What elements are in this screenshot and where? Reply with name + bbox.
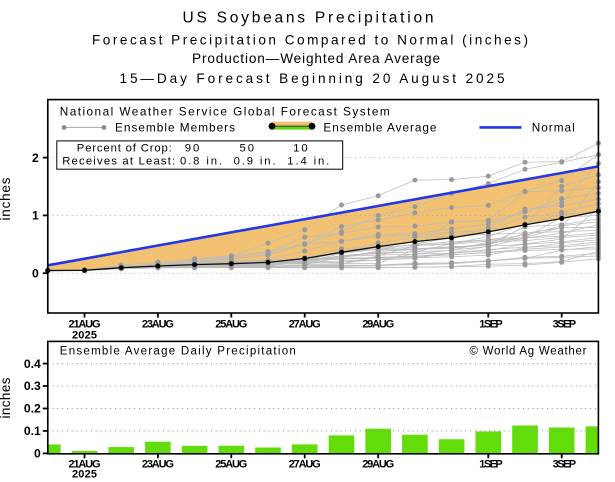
svg-text:1: 1 bbox=[32, 209, 39, 223]
svg-text:2025: 2025 bbox=[72, 468, 97, 480]
svg-text:National Weather Service Globa: National Weather Service Global Forecast… bbox=[60, 105, 390, 119]
svg-text:0.9 in.: 0.9 in. bbox=[234, 155, 276, 167]
svg-text:US Soybeans Precipitation: US Soybeans Precipitation bbox=[183, 10, 434, 27]
svg-text:Receives at Least:: Receives at Least: bbox=[62, 155, 175, 167]
svg-text:23AUG: 23AUG bbox=[142, 319, 174, 331]
svg-text:25AUG: 25AUG bbox=[215, 459, 247, 471]
svg-text:23AUG: 23AUG bbox=[142, 459, 174, 471]
svg-text:Ensemble Members: Ensemble Members bbox=[115, 121, 235, 135]
svg-text:3SEP: 3SEP bbox=[553, 459, 577, 471]
svg-text:Normal: Normal bbox=[532, 121, 575, 135]
svg-text:25AUG: 25AUG bbox=[215, 319, 247, 331]
svg-text:29AUG: 29AUG bbox=[362, 319, 394, 331]
svg-text:21AUG: 21AUG bbox=[69, 459, 101, 471]
svg-text:Forecast Precipitation Compare: Forecast Precipitation Compared to Norma… bbox=[92, 32, 528, 47]
svg-text:© World Ag Weather: © World Ag Weather bbox=[470, 346, 587, 358]
svg-text:1SEP: 1SEP bbox=[479, 319, 503, 331]
svg-text:0.1: 0.1 bbox=[24, 424, 41, 438]
svg-text:21AUG: 21AUG bbox=[69, 319, 101, 331]
svg-text:inches: inches bbox=[0, 377, 13, 418]
svg-text:0: 0 bbox=[32, 266, 39, 280]
svg-text:2025: 2025 bbox=[72, 330, 97, 342]
svg-text:3SEP: 3SEP bbox=[553, 319, 577, 331]
svg-text:2: 2 bbox=[32, 151, 39, 165]
svg-text:Ensemble Average: Ensemble Average bbox=[323, 121, 436, 135]
svg-text:Percent of Crop:: Percent of Crop: bbox=[77, 143, 172, 155]
svg-text:90: 90 bbox=[185, 143, 200, 155]
svg-text:inches: inches bbox=[0, 177, 13, 220]
svg-text:50: 50 bbox=[240, 143, 255, 155]
svg-text:1.4 in.: 1.4 in. bbox=[287, 155, 329, 167]
svg-text:27AUG: 27AUG bbox=[289, 459, 321, 471]
svg-text:27AUG: 27AUG bbox=[289, 319, 321, 331]
svg-text:0: 0 bbox=[34, 447, 41, 461]
svg-text:0.4: 0.4 bbox=[24, 357, 41, 371]
svg-text:Ensemble Average Daily Precipi: Ensemble Average Daily Precipitation bbox=[60, 346, 296, 358]
svg-text:Production—Weighted Area Avera: Production—Weighted Area Average bbox=[192, 51, 440, 66]
svg-text:29AUG: 29AUG bbox=[362, 459, 394, 471]
svg-text:0.2: 0.2 bbox=[24, 402, 41, 416]
svg-text:0.8 in.: 0.8 in. bbox=[180, 155, 222, 167]
svg-text:1SEP: 1SEP bbox=[479, 459, 503, 471]
svg-text:10: 10 bbox=[293, 143, 308, 155]
svg-text:0.3: 0.3 bbox=[24, 379, 41, 393]
